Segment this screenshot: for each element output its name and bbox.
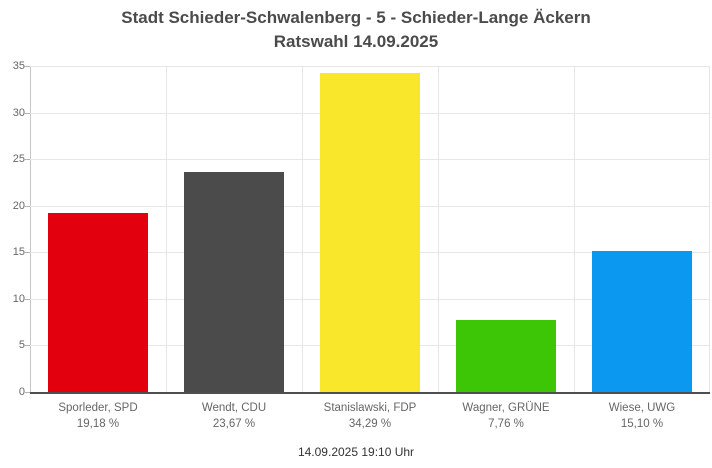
gridline-vertical xyxy=(302,66,303,392)
y-tick-mark xyxy=(25,159,30,161)
bar[interactable] xyxy=(592,251,692,392)
bar[interactable] xyxy=(456,319,556,392)
y-tick-label: 35 xyxy=(12,60,25,72)
candidate-percentage: 23,67 % xyxy=(212,418,256,430)
gridline-vertical xyxy=(438,66,439,392)
y-tick-mark xyxy=(25,392,30,393)
x-axis-labels: Sporleder, SPD 19,18 % Wendt, CDU 23,67 % St… xyxy=(30,400,710,432)
bar[interactable] xyxy=(48,213,148,392)
y-tick-label: 25 xyxy=(12,153,25,166)
y-axis-labels: 0 5 10 15 20 25 30 35 xyxy=(0,60,30,398)
category-label: Wagner, GRÜNE 7,76 % xyxy=(438,400,574,432)
y-tick-label: 30 xyxy=(12,106,25,119)
y-tick-mark xyxy=(25,205,30,207)
y-tick-mark xyxy=(25,112,30,114)
y-tick-mark xyxy=(25,298,30,300)
candidate-name: Sporleder, SPD xyxy=(58,402,138,414)
y-tick-mark xyxy=(25,66,30,67)
candidate-name: Stanislawski, FDP xyxy=(323,402,417,414)
gridline-horizontal xyxy=(30,66,710,67)
plot-area xyxy=(30,66,710,394)
gridline-vertical xyxy=(166,66,167,392)
y-tick-mark xyxy=(25,345,30,347)
y-tick-label: 5 xyxy=(18,339,25,352)
y-axis-line xyxy=(30,66,31,392)
category-label: Wiese, UWG 15,10 % xyxy=(574,400,710,432)
candidate-percentage: 19,18 % xyxy=(76,418,120,430)
x-axis-line xyxy=(30,392,710,394)
gridline-vertical xyxy=(574,66,575,392)
candidate-percentage: 7,76 % xyxy=(488,418,524,430)
bar[interactable] xyxy=(320,72,420,392)
category-label: Sporleder, SPD 19,18 % xyxy=(30,400,166,432)
chart-title-line1: Stadt Schieder-Schwalenberg - 5 - Schied… xyxy=(121,8,591,27)
y-tick-label: 0 xyxy=(18,386,25,398)
y-tick-label: 20 xyxy=(12,199,25,212)
gridline-vertical xyxy=(709,66,710,392)
y-tick-mark xyxy=(25,252,30,254)
chart-footer-timestamp: 14.09.2025 19:10 Uhr xyxy=(297,445,415,459)
bar[interactable] xyxy=(184,171,284,392)
y-tick-label: 15 xyxy=(12,246,25,259)
chart-title-line2: Ratswahl 14.09.2025 xyxy=(273,32,439,51)
chart-title: Stadt Schieder-Schwalenberg - 5 - Schied… xyxy=(0,6,712,54)
y-tick-label: 10 xyxy=(12,292,25,305)
category-label: Stanislawski, FDP 34,29 % xyxy=(302,400,438,432)
candidate-name: Wendt, CDU xyxy=(201,402,267,414)
candidate-name: Wiese, UWG xyxy=(608,402,676,414)
candidate-name: Wagner, GRÜNE xyxy=(462,402,550,414)
candidate-percentage: 15,10 % xyxy=(620,418,664,430)
category-label: Wendt, CDU 23,67 % xyxy=(166,400,302,432)
candidate-percentage: 34,29 % xyxy=(348,418,392,430)
